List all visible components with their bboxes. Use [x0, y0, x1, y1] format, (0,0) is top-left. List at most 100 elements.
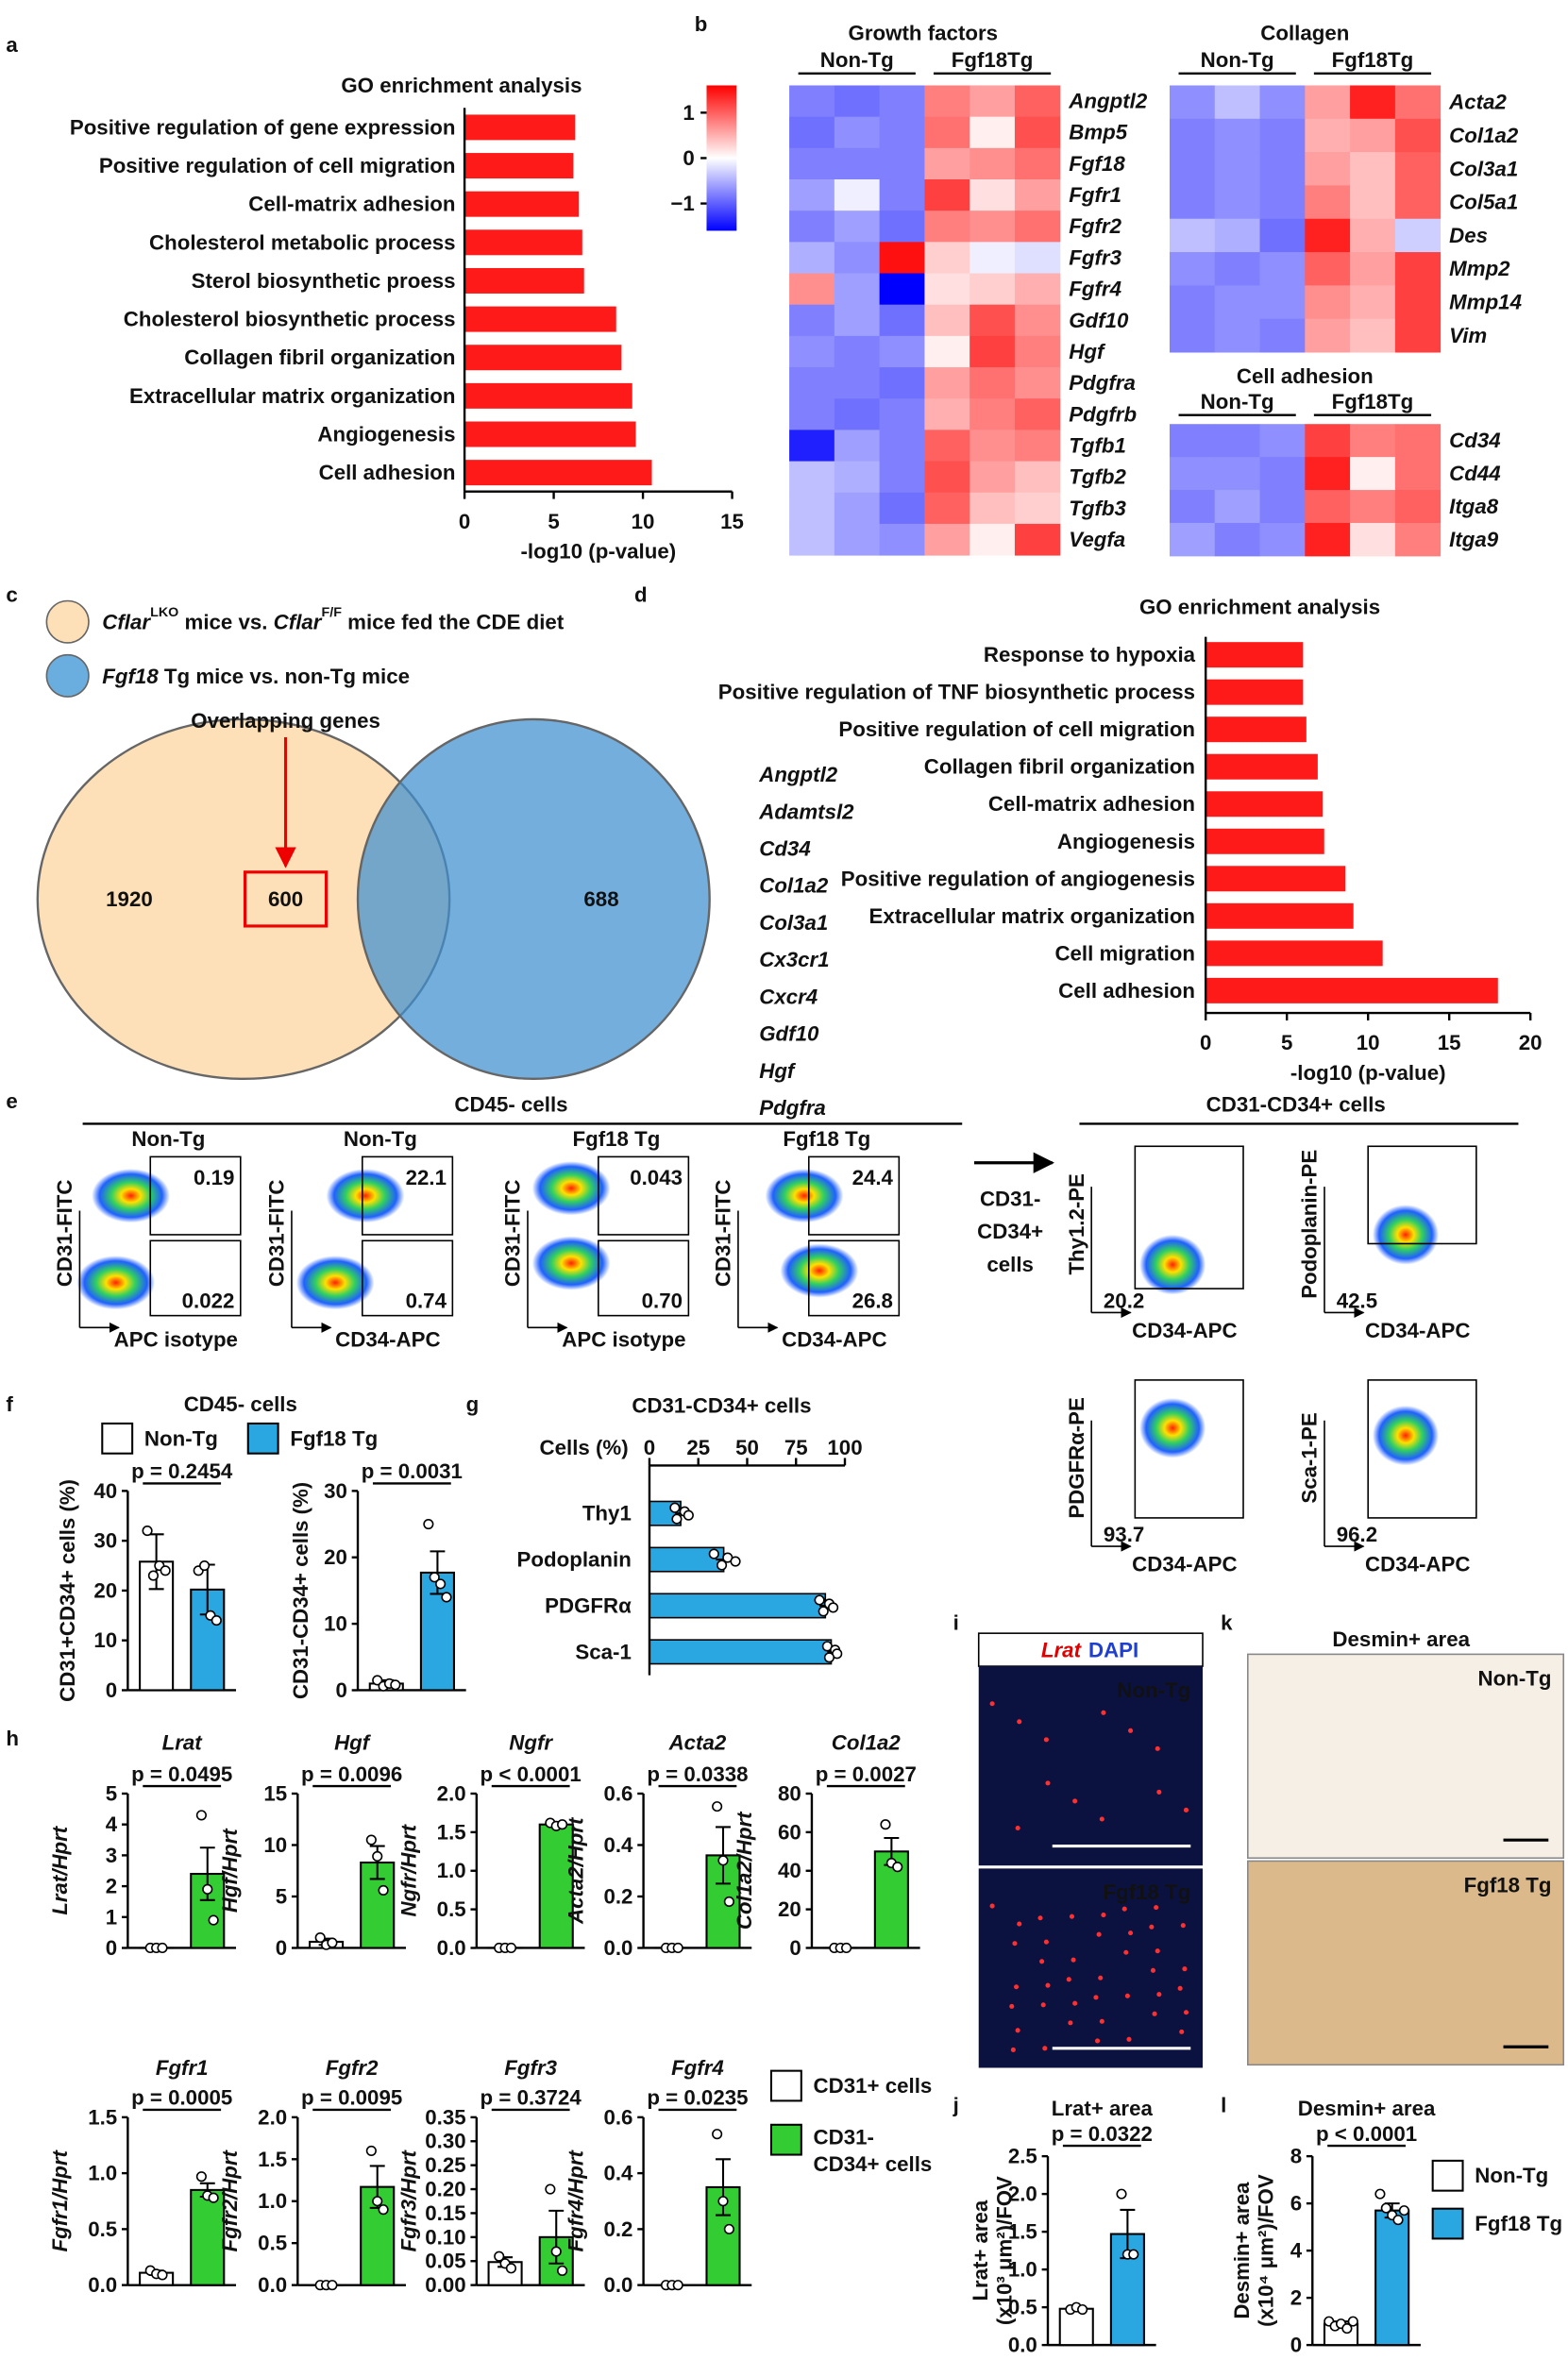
- signal: [1069, 1913, 1075, 1919]
- p-value: p = 0.0322: [1052, 2122, 1153, 2146]
- heat-cell: [1305, 457, 1351, 491]
- image-label: Non-Tg: [1478, 1666, 1552, 1690]
- density: [1372, 1405, 1440, 1466]
- heat-cell: [1305, 285, 1351, 320]
- section-title: CD31-CD34+ cells: [1206, 1092, 1386, 1116]
- data-point: [723, 1896, 734, 1907]
- heat-cell: [1014, 211, 1061, 243]
- category-label: Cholesterol metabolic process: [149, 230, 456, 254]
- bar: [1206, 977, 1498, 1003]
- data-point: [208, 1914, 219, 1926]
- heat-cell: [1350, 490, 1396, 524]
- heat-cell: [879, 85, 925, 118]
- gate-value: 24.4: [852, 1166, 894, 1189]
- y-tick-label: 4: [1290, 2239, 1303, 2263]
- group-label: Non-Tg: [1201, 390, 1274, 413]
- heat-cell: [1259, 522, 1306, 557]
- gate-value: 0.043: [630, 1166, 683, 1189]
- panel-label: i: [953, 1611, 959, 1635]
- heat-cell: [879, 335, 925, 368]
- x-axis-label: CD34-APC: [1365, 1319, 1470, 1342]
- y-tick-label: 0: [789, 1936, 801, 1960]
- image-label: Non-Tg: [1117, 1678, 1190, 1702]
- data-point: [142, 1526, 153, 1537]
- panel-label: g: [466, 1392, 480, 1416]
- signal: [1179, 2029, 1185, 2034]
- axis-arrows: [1324, 1420, 1363, 1546]
- chart-title: Ngfr: [509, 1731, 553, 1755]
- p-value: p = 0.0495: [131, 1762, 232, 1786]
- gate: [1134, 1379, 1244, 1519]
- heat-cell: [969, 116, 1016, 149]
- signal: [1010, 2047, 1016, 2052]
- heat-cell: [879, 147, 925, 180]
- y-tick-label: 0.30: [425, 2130, 465, 2153]
- heat-cell: [879, 211, 925, 243]
- x-tick-label: 75: [784, 1436, 808, 1459]
- heat-cell: [1014, 85, 1061, 118]
- heat-cell: [834, 367, 881, 399]
- data-point: [828, 1602, 839, 1613]
- heat-cell: [1014, 304, 1061, 337]
- signal: [1180, 1923, 1186, 1929]
- category-label: Response to hypoxia: [984, 643, 1196, 666]
- arrow-label: CD34+: [977, 1220, 1043, 1243]
- heat-cell: [1259, 457, 1306, 491]
- data-point: [157, 2269, 168, 2281]
- y-axis-label: CD31-FITC: [53, 1180, 76, 1288]
- signal: [989, 1701, 995, 1707]
- p-value: p = 0.0095: [301, 2086, 402, 2110]
- x-tick-label: 15: [720, 510, 744, 533]
- gene-name: Adamtsl2: [758, 800, 854, 823]
- heat-cell: [1305, 490, 1351, 524]
- heat-cell: [879, 430, 925, 463]
- heat-cell: [1014, 179, 1061, 211]
- panel-label: l: [1221, 2094, 1226, 2117]
- bar: [1206, 716, 1307, 743]
- row-label: Pdgfrb: [1069, 402, 1137, 426]
- category-label: Positive regulation of gene expression: [70, 115, 456, 139]
- chart-title: Fgfr2: [326, 2056, 379, 2080]
- legend-label: CD31+ cells: [814, 2074, 933, 2098]
- heat-cell: [1350, 318, 1396, 353]
- signal: [1015, 2028, 1020, 2033]
- data-point: [429, 1572, 440, 1583]
- density: [531, 1236, 611, 1290]
- heat-cell: [1305, 522, 1351, 557]
- venn-set: [356, 717, 711, 1081]
- y-axis-label: Fgfr3/Hprt: [397, 2149, 421, 2251]
- heat-cell: [879, 461, 925, 494]
- heat-cell: [924, 211, 970, 243]
- row-label: Fgfr3: [1069, 245, 1121, 269]
- signal: [1072, 1798, 1078, 1804]
- data-point: [1341, 2323, 1353, 2335]
- ihc-image: [1246, 1860, 1565, 2066]
- data-point: [423, 1518, 434, 1530]
- data-point: [327, 1937, 338, 1948]
- signal: [1126, 2036, 1132, 2042]
- heat-cell: [834, 304, 881, 337]
- heat-cell: [879, 523, 925, 556]
- heat-cell: [1394, 252, 1442, 286]
- y-axis-label: (x10⁴ μm²)/FOV: [1254, 2174, 1277, 2327]
- signal: [1017, 1719, 1022, 1725]
- data-point: [365, 1834, 377, 1846]
- row-label: Pdgfra: [1069, 371, 1136, 395]
- y-tick-label: 10: [93, 1628, 117, 1652]
- data-point: [823, 1652, 835, 1663]
- x-tick-label: 0: [1200, 1031, 1211, 1054]
- y-tick-label: 2.0: [437, 1782, 466, 1806]
- y-tick-label: 40: [93, 1479, 117, 1503]
- data-point: [435, 1578, 447, 1590]
- signal: [1093, 1995, 1099, 2000]
- gate: [149, 1239, 242, 1317]
- heat-cell: [924, 179, 970, 211]
- heat-cell: [924, 273, 970, 306]
- data-point: [550, 2246, 562, 2257]
- signal: [1099, 2018, 1104, 2024]
- data-point: [202, 1883, 213, 1895]
- legend-swatch: [1431, 2207, 1464, 2240]
- panel-label: h: [6, 1727, 19, 1750]
- heat-cell: [879, 367, 925, 399]
- heat-cell: [1214, 522, 1261, 557]
